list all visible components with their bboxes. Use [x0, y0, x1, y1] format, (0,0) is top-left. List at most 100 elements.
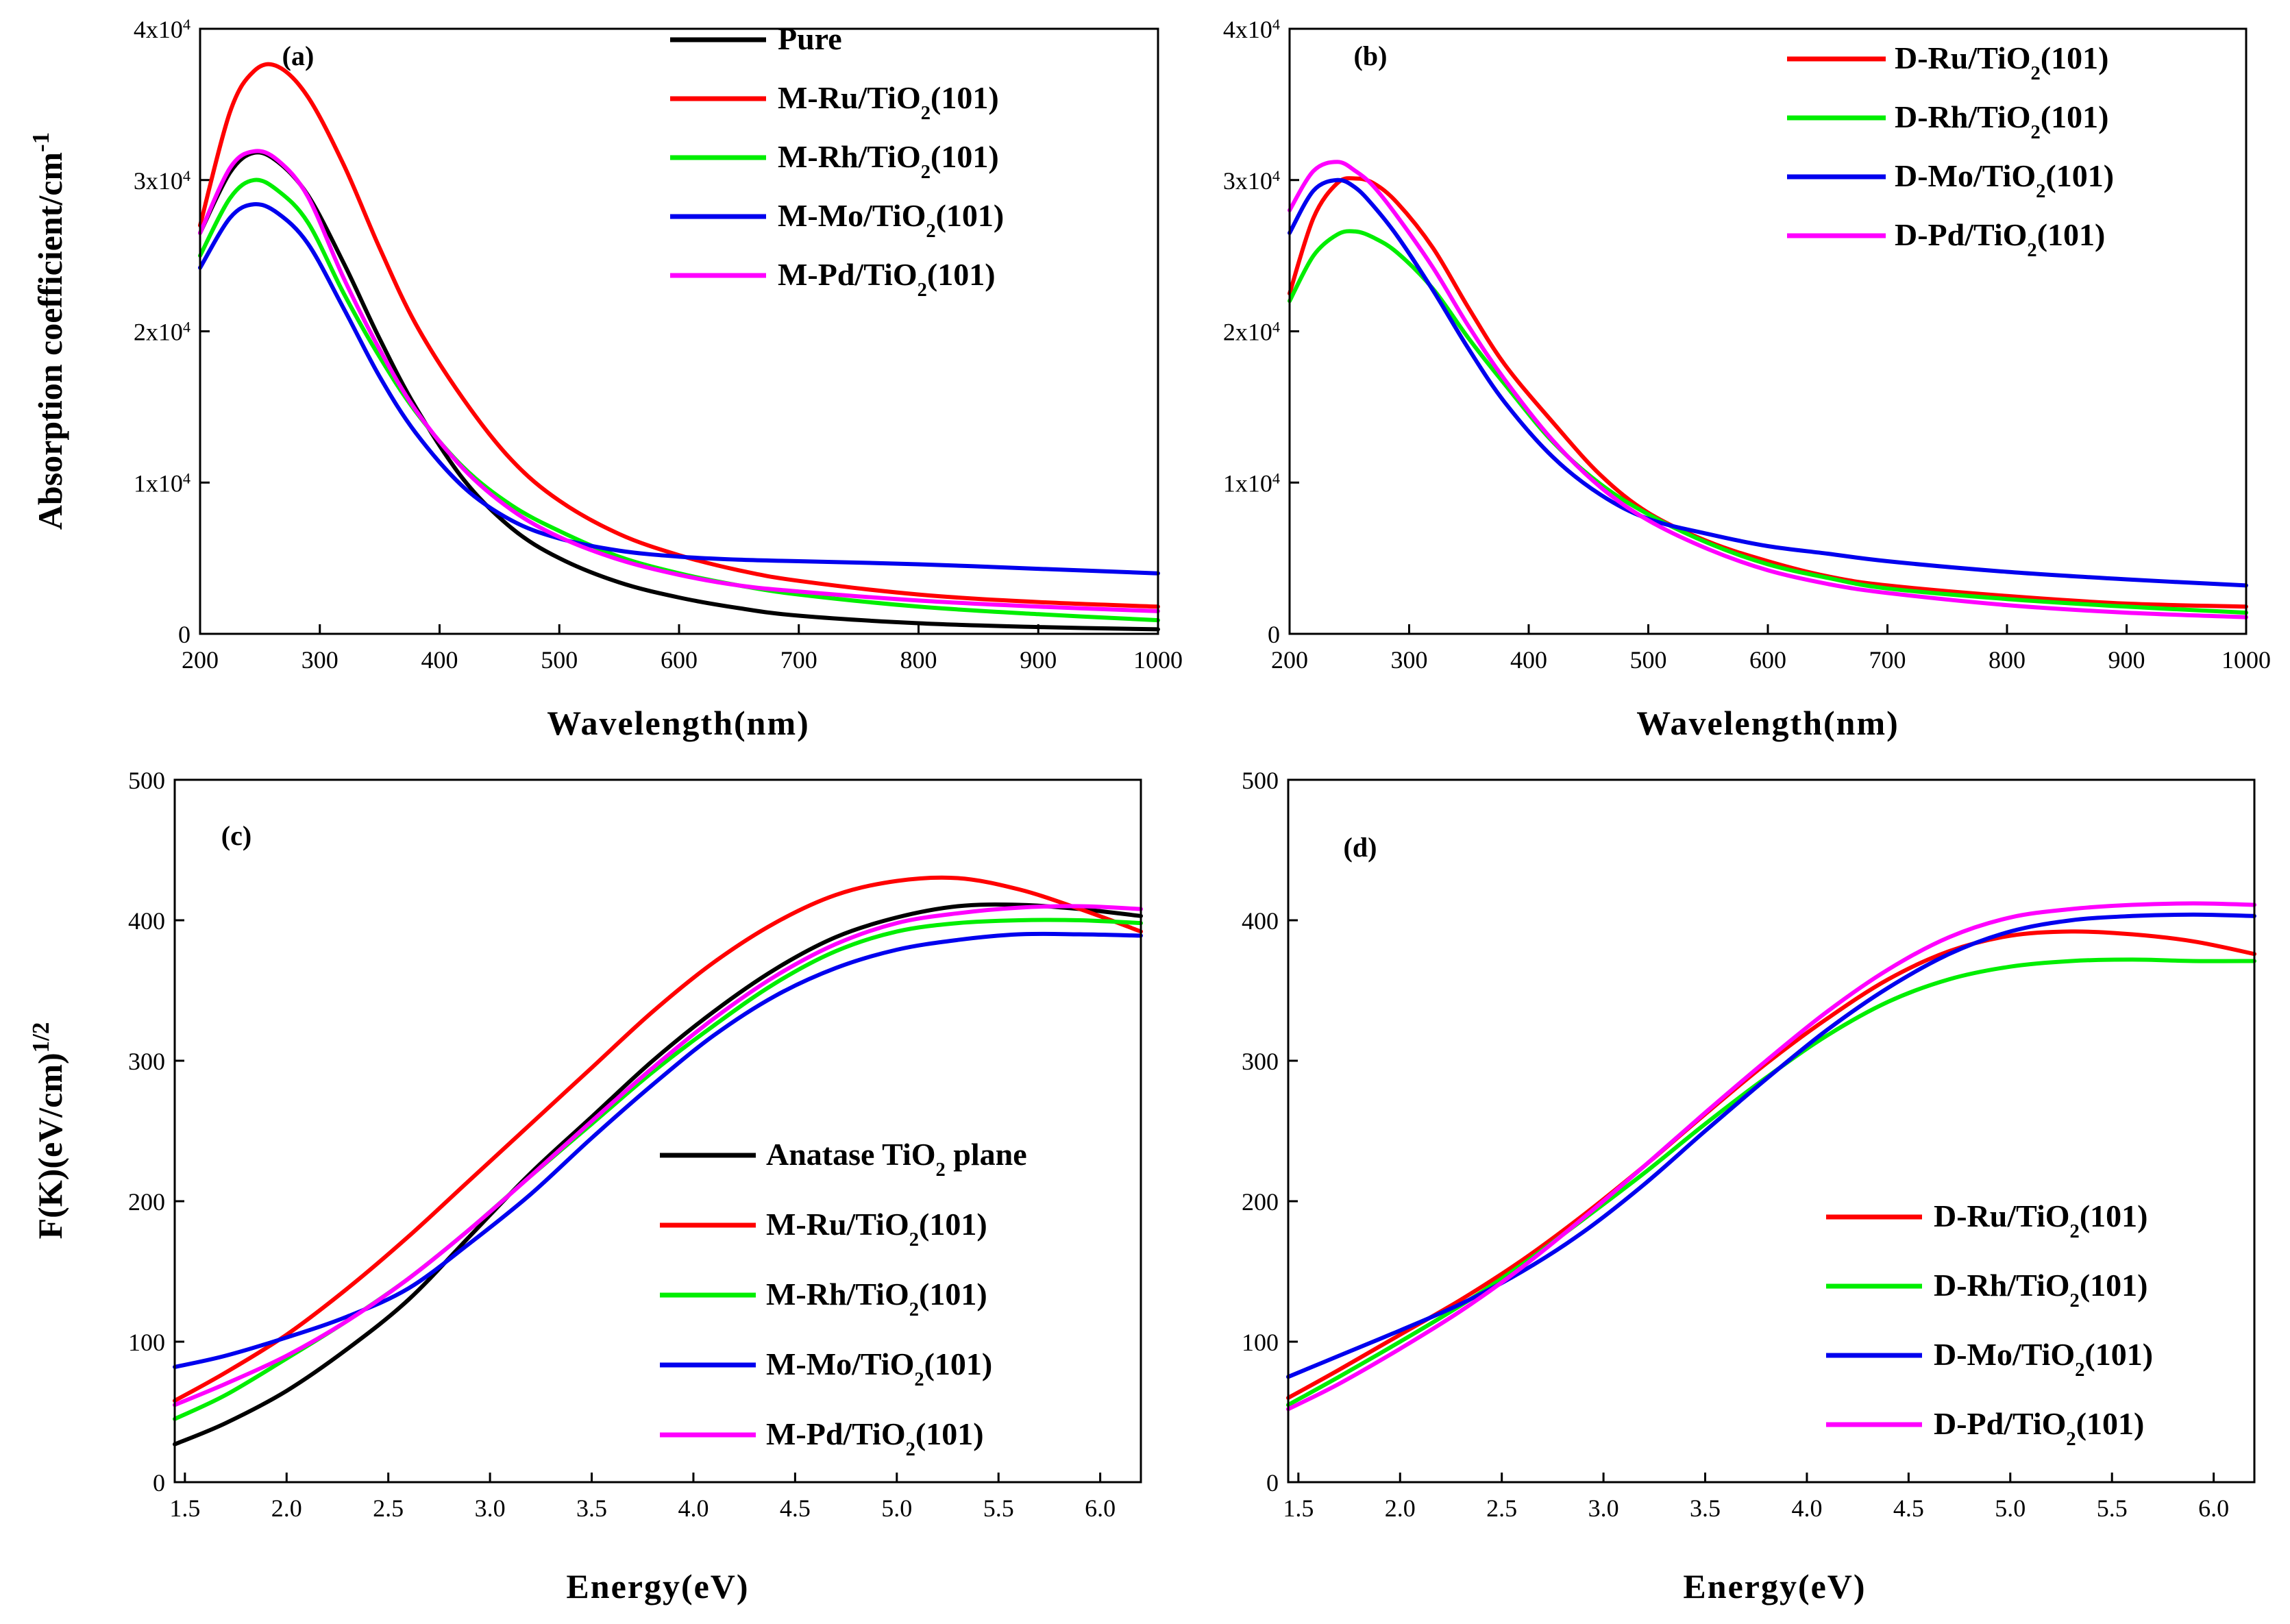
- y-tick-label: 400: [128, 907, 165, 935]
- legend-label: D-Pd/TiO2(101): [1895, 217, 2105, 261]
- legend-label: M-Pd/TiO2(101): [778, 257, 996, 301]
- legend-label: D-Mo/TiO2(101): [1895, 158, 2114, 202]
- x-tick-label: 600: [1749, 646, 1786, 674]
- x-tick-label: 4.5: [780, 1494, 811, 1522]
- y-tick-label: 0: [1266, 1469, 1279, 1497]
- y-tick-label: 3x104: [1223, 167, 1280, 195]
- chart-panel-d: 1.5 2.0 2.5 3.0 3.5 4.0 4.5 5.0 5.5 6.0 0 100 200 300…: [1242, 767, 2256, 1605]
- x-axis-label: Energy(eV): [1683, 1567, 1866, 1605]
- series-line-anatase-tio2-plane: [173, 902, 1143, 1447]
- y-tick-label: 200: [1242, 1188, 1279, 1216]
- y-tick-label: 2x104: [1223, 318, 1280, 346]
- series-line-m-mo-tio2-101-: [198, 201, 1160, 576]
- x-tick-label: 300: [301, 646, 338, 674]
- y-tick-label: 1x104: [134, 469, 190, 497]
- y-tick-label: 100: [1242, 1329, 1279, 1356]
- y-tick-label: 0: [1268, 621, 1280, 648]
- legend-label: M-Rh/TiO2(101): [766, 1277, 987, 1320]
- x-tick-label: 700: [780, 646, 817, 674]
- y-tick-label: 4x104: [134, 16, 190, 44]
- x-tick-label: 1000: [1133, 646, 1183, 674]
- x-tick-label: 1000: [2221, 646, 2271, 674]
- legend-label: Anatase TiO2 plane: [766, 1137, 1027, 1181]
- x-tick-label: 3.0: [475, 1494, 506, 1522]
- x-tick-label: 5.0: [1995, 1494, 2026, 1522]
- series-line-m-mo-tio2-101-: [173, 931, 1143, 1369]
- legend-label: D-Rh/TiO2(101): [1934, 1268, 2147, 1312]
- legend-label: M-Rh/TiO2(101): [778, 139, 999, 183]
- plot-frame: [1287, 778, 2256, 1484]
- x-tick-label: 3.0: [1588, 1494, 1619, 1522]
- series-line-d-pd-tio2-101-: [1286, 901, 2256, 1412]
- x-tick-label: 600: [661, 646, 698, 674]
- series-line-d-ru-tio2-101-: [1288, 176, 2248, 609]
- x-tick-label: 200: [182, 646, 219, 674]
- x-tick-label: 500: [541, 646, 578, 674]
- x-tick-label: 900: [2108, 646, 2145, 674]
- x-tick-label: 1.5: [1283, 1494, 1314, 1522]
- y-tick-label: 1x104: [1223, 469, 1280, 497]
- plot-frame: [173, 778, 1142, 1484]
- plot-frame: [199, 27, 1159, 635]
- legend-label: D-Pd/TiO2(101): [1934, 1406, 2144, 1450]
- legend: Anatase TiO2 plane M-Ru/TiO2(101) M-Rh/TiO…: [660, 1137, 1027, 1460]
- x-tick-label: 2.5: [1486, 1494, 1517, 1522]
- y-tick-label: 100: [128, 1329, 165, 1356]
- x-tick-label: 5.0: [881, 1494, 912, 1522]
- x-tick-label: 700: [1869, 646, 1906, 674]
- chart-panel-c: 1.5 2.0 2.5 3.0 3.5 4.0 4.5 5.0 5.5 6.0 0 100 200 300…: [27, 767, 1143, 1605]
- x-tick-label: 3.5: [576, 1494, 607, 1522]
- legend: D-Ru/TiO2(101) D-Rh/TiO2(101) D-Mo/TiO2(10…: [1787, 40, 2114, 261]
- legend-label: M-Pd/TiO2(101): [766, 1416, 984, 1460]
- legend-label: D-Ru/TiO2(101): [1934, 1198, 2147, 1242]
- y-tick-label: 0: [153, 1469, 165, 1497]
- series-line-d-mo-tio2-101-: [1286, 912, 2256, 1379]
- x-tick-label: 4.0: [1791, 1494, 1822, 1522]
- x-tick-label: 400: [421, 646, 458, 674]
- series-line-m-rh-tio2-101-: [198, 177, 1160, 623]
- y-tick-label: 300: [1242, 1048, 1279, 1075]
- legend: D-Ru/TiO2(101) D-Rh/TiO2(101) D-Mo/TiO2(10…: [1826, 1198, 2153, 1450]
- x-tick-label: 5.5: [983, 1494, 1014, 1522]
- y-tick-label: 400: [1242, 907, 1279, 935]
- x-tick-label: 800: [900, 646, 937, 674]
- series-line-m-ru-tio2-101-: [173, 875, 1143, 1403]
- legend-label: D-Rh/TiO2(101): [1895, 99, 2108, 143]
- y-tick-label: 2x104: [134, 318, 190, 346]
- x-tick-label: 2.0: [271, 1494, 302, 1522]
- x-tick-label: 6.0: [2198, 1494, 2229, 1522]
- x-tick-label: 900: [1020, 646, 1057, 674]
- x-tick-label: 6.0: [1085, 1494, 1116, 1522]
- x-tick-label: 800: [1989, 646, 2026, 674]
- y-tick-label: 4x104: [1223, 16, 1280, 44]
- x-tick-label: 2.5: [373, 1494, 404, 1522]
- y-axis-label: Absorption coefficient/cm-1: [27, 132, 70, 530]
- series-line-m-pd-tio2-101-: [198, 149, 1160, 613]
- series-line-d-pd-tio2-101-: [1288, 160, 2248, 619]
- x-tick-label: 500: [1630, 646, 1667, 674]
- x-tick-label: 2.0: [1385, 1494, 1416, 1522]
- x-axis-label: Wavelength(nm): [1636, 704, 1899, 742]
- panel-label: (c): [221, 820, 251, 851]
- x-axis-label: Energy(eV): [566, 1567, 749, 1605]
- chart-panel-a: 200 300 400 500 600 700 800 900 1000 0 1x104 2x104 3…: [27, 16, 1183, 743]
- x-tick-label: 3.5: [1690, 1494, 1721, 1522]
- legend-label: M-Mo/TiO2(101): [778, 198, 1004, 242]
- series-line-m-pd-tio2-101-: [173, 904, 1143, 1407]
- panel-label: (d): [1344, 832, 1377, 863]
- series-line-d-rh-tio2-101-: [1288, 229, 2248, 615]
- x-tick-label: 200: [1271, 646, 1308, 674]
- legend-label: M-Mo/TiO2(101): [766, 1346, 992, 1390]
- legend-label: Pure: [778, 21, 842, 56]
- y-tick-label: 200: [128, 1188, 165, 1216]
- x-tick-label: 1.5: [169, 1494, 200, 1522]
- y-tick-label: 300: [128, 1048, 165, 1075]
- series-line-m-ru-tio2-101-: [198, 62, 1160, 609]
- series-line-d-mo-tio2-101-: [1288, 177, 2248, 588]
- legend-label: D-Mo/TiO2(101): [1934, 1337, 2153, 1381]
- x-tick-label: 300: [1391, 646, 1428, 674]
- legend-label: M-Ru/TiO2(101): [778, 80, 999, 124]
- y-tick-label: 500: [1242, 767, 1279, 794]
- x-axis-label: Wavelength(nm): [547, 704, 810, 742]
- panel-label: (b): [1354, 40, 1388, 71]
